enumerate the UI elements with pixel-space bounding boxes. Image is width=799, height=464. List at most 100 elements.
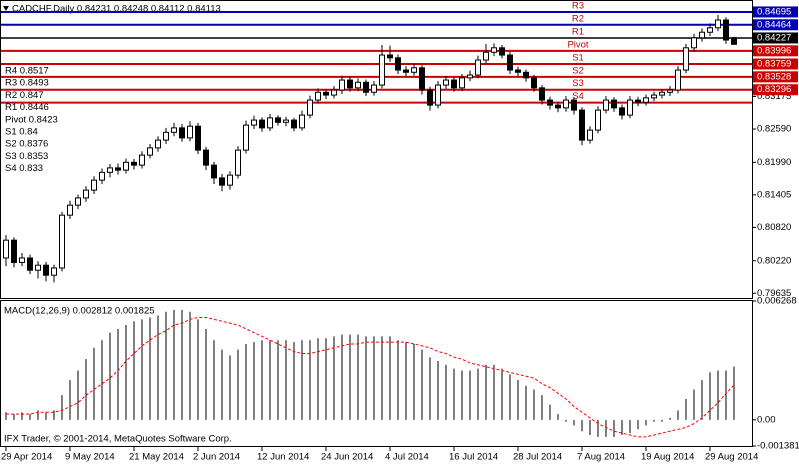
candle-body	[299, 114, 305, 129]
level-value: 0.84695	[757, 6, 791, 17]
candle-body	[91, 179, 97, 191]
y-tick-label: 0.006268	[757, 296, 797, 307]
y-tick-label: 0.82590	[757, 124, 791, 135]
x-tick-label: 29 Aug 2014	[705, 452, 758, 463]
candle-body	[275, 117, 281, 123]
candle-body	[51, 267, 57, 276]
candle-body	[67, 204, 73, 216]
candle-body	[675, 69, 681, 91]
pivot-annotation: S3 0.8353	[5, 151, 48, 162]
candle-body	[163, 131, 169, 141]
candle-body	[667, 89, 673, 93]
x-tick-label: 12 Jun 2014	[257, 452, 309, 463]
x-tick-label: 7 Aug 2014	[577, 452, 625, 463]
pivot-annotation: S1 0.84	[5, 127, 38, 138]
x-tick-label: 16 Jul 2014	[449, 452, 498, 463]
candle-body	[483, 51, 489, 61]
pivot-annotation: R1 0.8446	[5, 102, 49, 113]
candle-body	[539, 87, 545, 101]
candle-body	[219, 177, 225, 186]
candle-body	[683, 47, 689, 71]
candle-body	[635, 99, 641, 103]
candle-body	[267, 117, 273, 129]
candle-body	[387, 54, 393, 59]
candle-body	[699, 31, 705, 39]
candle-body	[411, 67, 417, 73]
candle-body	[723, 19, 729, 41]
pivot-annotation: R2 0.847	[5, 90, 44, 101]
level-name: Pivot	[567, 39, 588, 50]
candle-body	[731, 37, 737, 45]
candle-body	[451, 79, 457, 89]
candle-body	[227, 174, 233, 186]
x-tick-label: 4 Jul 2014	[385, 452, 429, 463]
candle-body	[459, 77, 465, 89]
level-value-box	[753, 6, 798, 18]
candle-body	[427, 89, 433, 106]
candle-body	[611, 99, 617, 109]
candle-body	[595, 109, 601, 131]
candle-body	[179, 127, 185, 139]
candle-body	[27, 257, 33, 271]
y-tick-label: 0.83175	[757, 91, 791, 102]
candle-body	[323, 91, 329, 96]
level-value: 0.83528	[757, 71, 791, 82]
candle-body	[339, 79, 345, 91]
symbol-icon	[3, 6, 9, 11]
candle-body	[619, 107, 625, 116]
x-tick-label: 29 Apr 2014	[1, 452, 52, 463]
candle-body	[99, 171, 105, 181]
candle-body	[475, 59, 481, 76]
level-name: R2	[572, 13, 584, 24]
candle-body	[523, 71, 529, 79]
candle-body	[115, 167, 121, 171]
level-name: R3	[572, 0, 584, 11]
level-value-box	[753, 45, 798, 57]
candle-body	[19, 257, 25, 263]
candle-body	[83, 189, 89, 199]
candle-body	[251, 119, 257, 126]
level-value-box	[753, 58, 798, 70]
level-value: 0.83759	[757, 59, 791, 70]
candle-body	[507, 54, 513, 71]
candle-body	[707, 27, 713, 33]
candle-body	[443, 79, 449, 86]
candle-body	[291, 119, 297, 129]
macd-title: MACD(12,26,9) 0.002812 0.001825	[4, 306, 155, 317]
copyright: IFX Trader, © 2001-2014, MetaQuotes Soft…	[4, 434, 232, 445]
candle-body	[531, 77, 537, 89]
level-name: R1	[572, 26, 584, 37]
candle-body	[499, 47, 505, 56]
candle-body	[555, 104, 561, 109]
candle-body	[347, 79, 353, 89]
level-value-box	[753, 84, 798, 96]
candle-body	[155, 139, 161, 149]
y-tick-label: 0.00	[757, 414, 776, 425]
candle-body	[491, 47, 497, 53]
candle-body	[715, 19, 721, 29]
pivot-annotation: R4 0.8517	[5, 66, 49, 77]
candle-body	[187, 125, 193, 139]
level-value-box	[753, 71, 798, 83]
candle-body	[11, 239, 17, 263]
candle-body	[131, 161, 137, 166]
pivot-annotation: Pivot 0.8423	[5, 114, 58, 125]
candle-body	[371, 84, 377, 93]
level-name: S3	[572, 78, 584, 89]
candle-body	[243, 124, 249, 151]
candle-body	[363, 81, 369, 93]
candle-body	[563, 99, 569, 109]
candle-body	[139, 154, 145, 166]
candle-body	[395, 57, 401, 71]
y-tick-label: 0.81990	[757, 157, 791, 168]
candle-body	[307, 99, 313, 116]
candle-body	[107, 167, 113, 173]
x-tick-label: 21 May 2014	[129, 452, 184, 463]
candle-body	[691, 37, 697, 49]
candle-body	[515, 69, 521, 73]
candle-body	[571, 99, 577, 111]
candle-body	[603, 99, 609, 111]
x-tick-label: 24 Jun 2014	[321, 452, 373, 463]
y-tick-label: 0.80220	[757, 255, 791, 266]
